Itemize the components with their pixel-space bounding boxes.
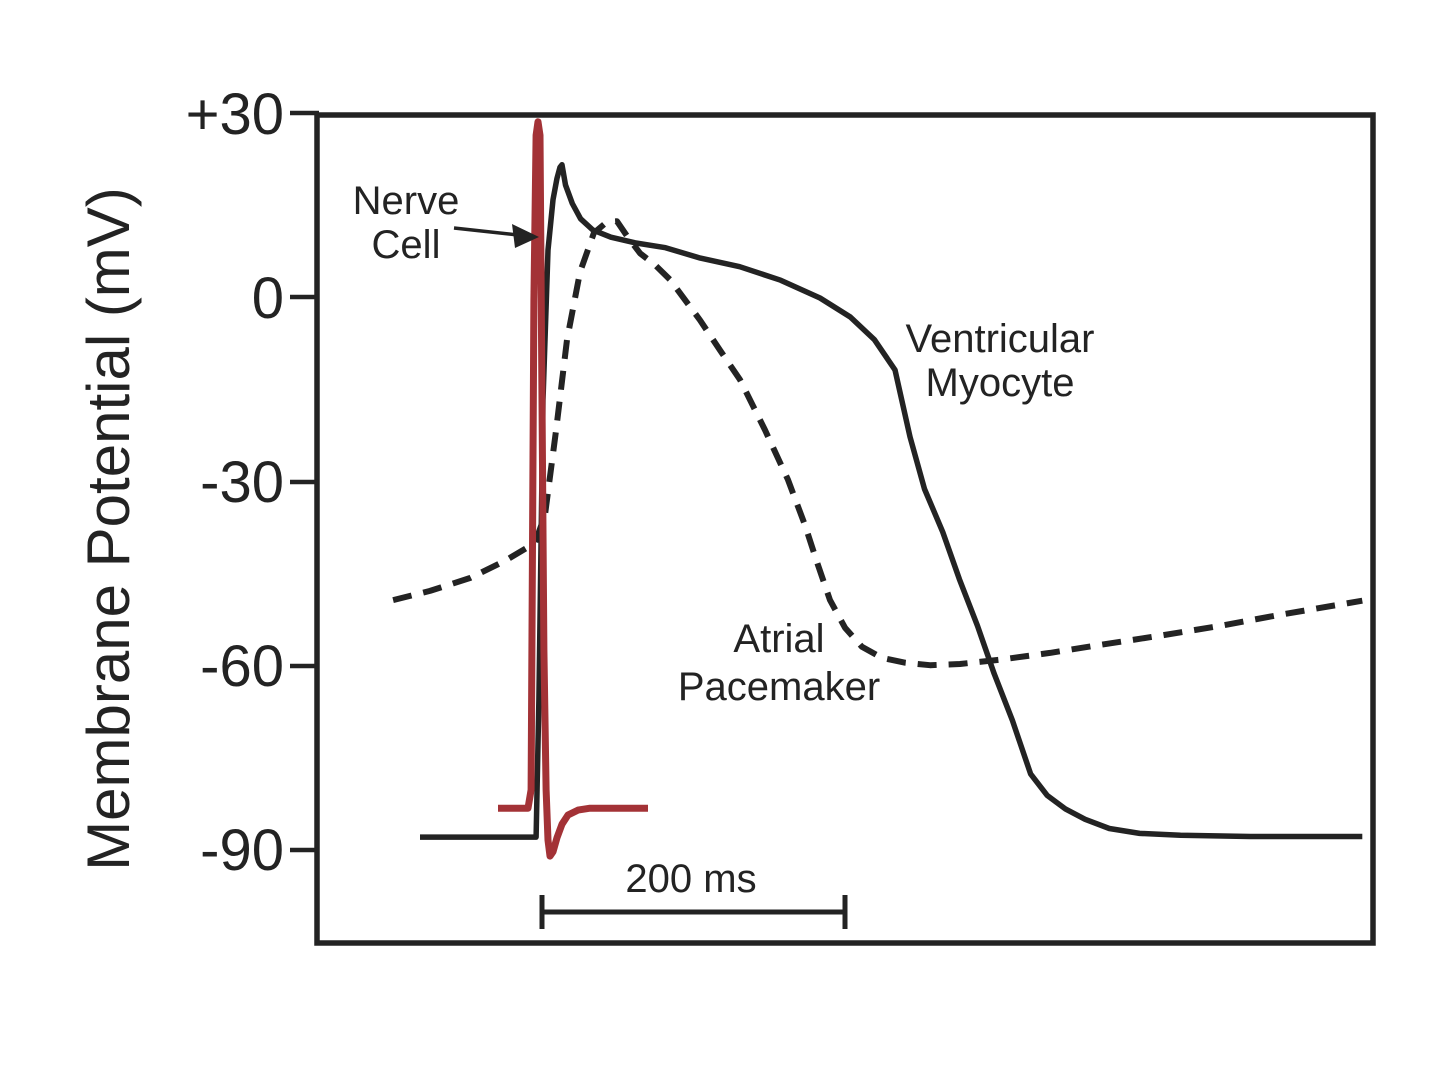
nerve-cell-label-line2: Cell xyxy=(372,223,441,267)
y-axis-title: Membrane Potential (mV) xyxy=(75,187,142,871)
atrial-pacemaker-label-line2: Pacemaker xyxy=(678,665,880,709)
y-tick-label-minus60: -60 xyxy=(200,634,284,699)
trace-ventricular-myocyte xyxy=(420,162,1363,840)
arrow-head xyxy=(512,224,539,248)
y-axis: +30 0 -30 -60 -90 Membrane Potential (mV… xyxy=(75,82,319,883)
trace-atrial-pacemaker xyxy=(392,218,1363,669)
time-scale-bar: 200 ms xyxy=(539,857,848,929)
plot-frame xyxy=(314,112,1376,946)
nerve-cell-arrow-icon xyxy=(453,224,539,248)
annotations: Nerve Cell Ventricular Myocyte Atrial Pa… xyxy=(353,179,1095,709)
y-tick-label-minus90: -90 xyxy=(200,818,284,883)
y-tick-label-0: 0 xyxy=(252,266,284,331)
nerve-cell-label-line1: Nerve xyxy=(353,179,460,223)
y-tick-label-plus30: +30 xyxy=(186,82,284,147)
atrial-pacemaker-label-line1: Atrial xyxy=(733,617,824,661)
traces xyxy=(392,118,1363,860)
y-tick-label-minus30: -30 xyxy=(200,450,284,515)
ventricular-myocyte-label-line1: Ventricular xyxy=(906,317,1095,361)
ventricular-myocyte-label-line2: Myocyte xyxy=(926,361,1075,405)
scale-bar-label: 200 ms xyxy=(625,857,756,901)
trace-nerve-cell xyxy=(498,118,648,860)
arrow-shaft xyxy=(453,226,519,237)
